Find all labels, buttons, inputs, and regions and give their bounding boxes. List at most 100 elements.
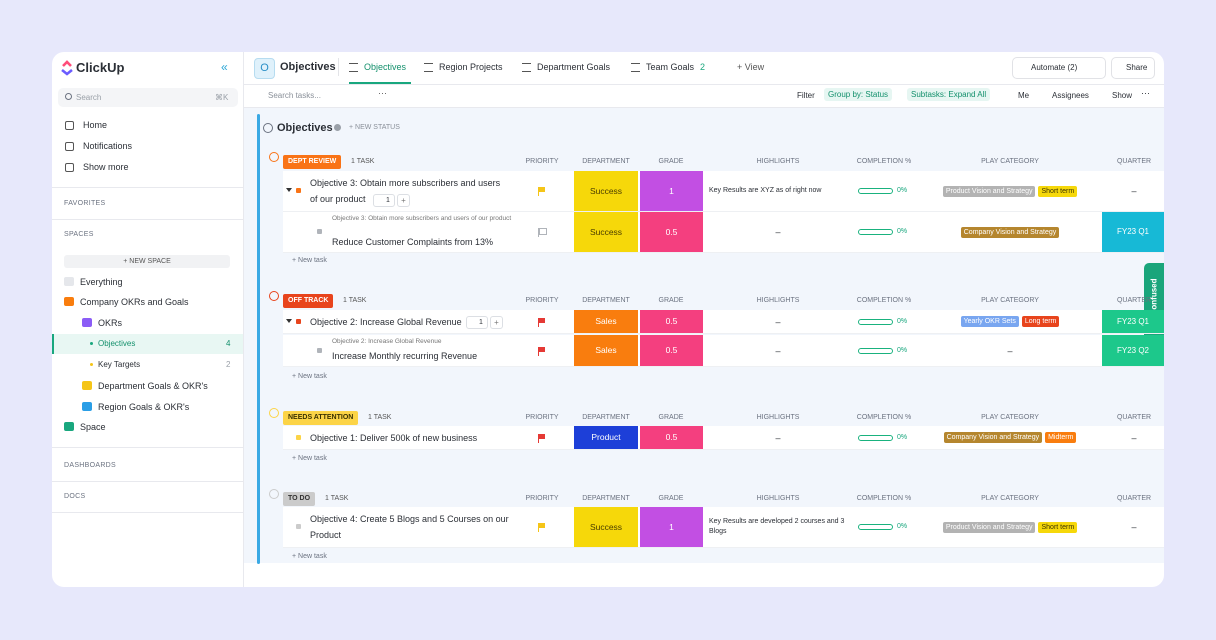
grade-cell[interactable]: 0.5 xyxy=(640,212,703,252)
subtasks[interactable]: Subtasks: Expand All xyxy=(907,88,991,101)
highlights[interactable]: – xyxy=(775,227,781,237)
category-tag[interactable]: Long term xyxy=(1021,316,1060,327)
quarter-cell[interactable]: FY23 Q2 xyxy=(1102,335,1164,366)
task-name[interactable]: Objective 2: Increase Global Revenue xyxy=(310,316,462,327)
expand-caret[interactable] xyxy=(286,188,292,192)
highlights[interactable]: Key Results are XYZ as of right now xyxy=(709,187,822,194)
task-name[interactable]: Objective 4: Create 5 Blogs and 5 Course… xyxy=(310,514,509,540)
new-status[interactable]: + NEW STATUS xyxy=(349,124,400,131)
group-by[interactable]: Group by: Status xyxy=(824,88,893,101)
tree-item[interactable]: Everything xyxy=(80,277,123,287)
category-tag[interactable]: Company Vision and Strategy xyxy=(943,432,1043,443)
nav-item[interactable]: Show more xyxy=(83,162,129,172)
new-task[interactable]: + New task xyxy=(292,553,327,560)
grade-cell[interactable]: 0.5 xyxy=(640,310,703,333)
section-title[interactable]: DOCS xyxy=(64,493,86,500)
grade-cell[interactable]: 0.5 xyxy=(640,335,703,366)
more[interactable]: ··· xyxy=(1141,88,1150,98)
department-cell[interactable]: Success xyxy=(574,212,638,252)
grade-cell[interactable]: 1 xyxy=(640,507,703,547)
category-tag[interactable]: Product Vision and Strategy xyxy=(942,521,1036,533)
grade-cell[interactable]: 0.5 xyxy=(640,426,703,449)
department-cell[interactable]: Success xyxy=(574,171,638,211)
share-button[interactable] xyxy=(1111,57,1155,79)
tab[interactable]: Department Goals xyxy=(537,62,611,72)
subtask-chip[interactable]: 1 xyxy=(466,315,488,329)
tree-item[interactable]: Department Goals & OKR's xyxy=(98,381,208,391)
column-header: COMPLETION % xyxy=(856,495,912,502)
tab[interactable]: Objectives xyxy=(364,62,407,72)
new-task[interactable]: + New task xyxy=(292,257,327,264)
collapse[interactable]: « xyxy=(221,60,228,74)
add-view[interactable]: + View xyxy=(737,62,765,72)
category-tag[interactable]: Product Vision and Strategy xyxy=(942,185,1036,197)
nav-item[interactable]: Notifications xyxy=(83,141,133,151)
subtask-chip[interactable]: 1 xyxy=(373,194,395,207)
new-task[interactable]: + New task xyxy=(292,455,327,462)
department-cell[interactable]: Sales xyxy=(574,310,638,333)
tree-item[interactable]: Region Goals & OKR's xyxy=(98,402,190,412)
status-pill: DEPT REVIEW xyxy=(283,155,342,169)
priority-flag[interactable] xyxy=(539,228,547,235)
nav-item[interactable]: Home xyxy=(83,120,108,130)
department-cell[interactable]: Success xyxy=(574,507,638,547)
tree-item[interactable]: Key Targets xyxy=(98,360,141,369)
column-header: GRADE xyxy=(658,495,684,502)
category-empty[interactable]: – xyxy=(1007,345,1013,356)
assignees[interactable]: Assignees xyxy=(1052,91,1089,100)
category-tag[interactable]: Company Vision and Strategy xyxy=(960,226,1060,238)
tab[interactable]: Team Goals xyxy=(646,62,695,72)
collapse-toggle[interactable] xyxy=(263,123,273,133)
tree-item[interactable]: Space xyxy=(80,422,106,432)
divider xyxy=(244,84,1164,85)
quarter-cell[interactable]: FY23 Q1 xyxy=(1102,310,1164,333)
section-title[interactable]: SPACES xyxy=(64,231,94,238)
category-tag[interactable]: Yearly OKR Sets xyxy=(960,316,1019,327)
task-name[interactable]: Objective 1: Deliver 500k of new busines… xyxy=(310,432,478,443)
tab[interactable]: Region Projects xyxy=(439,62,503,72)
department-cell[interactable]: Product xyxy=(574,426,638,449)
show[interactable]: Show xyxy=(1112,91,1133,100)
highlights[interactable]: – xyxy=(775,432,781,443)
tree-item[interactable]: Company OKRs and Goals xyxy=(80,297,189,307)
group-toggle[interactable] xyxy=(269,291,279,301)
department-cell[interactable]: Sales xyxy=(574,335,638,366)
section-title[interactable]: FAVORITES xyxy=(64,200,106,207)
highlights[interactable]: Key Results are developed 2 courses and … xyxy=(709,518,845,535)
group-toggle[interactable] xyxy=(269,152,279,162)
add-subtask[interactable]: + xyxy=(397,194,410,207)
search-box[interactable] xyxy=(58,88,238,107)
priority-flag[interactable] xyxy=(539,317,545,323)
group-toggle[interactable] xyxy=(269,489,279,499)
priority-flag[interactable] xyxy=(539,187,545,192)
new-space-button[interactable]: + NEW SPACE xyxy=(64,255,230,268)
priority-flag[interactable] xyxy=(539,433,545,439)
automate-button[interactable] xyxy=(1012,57,1106,79)
highlights[interactable]: – xyxy=(775,345,781,356)
column-header: DEPARTMENT xyxy=(582,414,630,421)
quarter-cell[interactable]: FY23 Q1 xyxy=(1102,212,1164,252)
task-name[interactable]: Increase Monthly recurring Revenue xyxy=(332,351,478,361)
tree-item[interactable]: Objectives xyxy=(98,339,136,348)
new-task[interactable]: + New task xyxy=(292,373,327,380)
category-tag[interactable]: Short term xyxy=(1038,521,1078,533)
highlights[interactable]: – xyxy=(775,316,781,327)
task-search[interactable]: Search tasks... xyxy=(268,91,321,100)
tree-item[interactable]: OKRs xyxy=(98,318,123,328)
priority-flag[interactable] xyxy=(539,346,545,352)
me-filter[interactable]: Me xyxy=(1018,91,1030,100)
category-tag[interactable]: Short term xyxy=(1038,185,1078,197)
priority-flag[interactable] xyxy=(539,523,545,528)
category-tag[interactable]: Midterm xyxy=(1045,432,1077,443)
task-name[interactable]: Objective 3: Obtain more subscribers and… xyxy=(310,178,501,204)
task-name[interactable]: Reduce Customer Complaints from 13% xyxy=(332,237,494,247)
add-subtask[interactable]: + xyxy=(490,315,503,329)
logo[interactable]: ClickUp xyxy=(76,60,125,75)
expand-caret[interactable] xyxy=(286,318,292,323)
play-category: Product Vision and Strategy Short term xyxy=(925,184,1095,198)
filter[interactable]: Filter xyxy=(797,91,815,100)
group-toggle[interactable] xyxy=(269,408,279,418)
grade-cell[interactable]: 1 xyxy=(640,171,703,211)
section-title[interactable]: DASHBOARDS xyxy=(64,462,117,469)
more[interactable]: ··· xyxy=(378,88,387,98)
